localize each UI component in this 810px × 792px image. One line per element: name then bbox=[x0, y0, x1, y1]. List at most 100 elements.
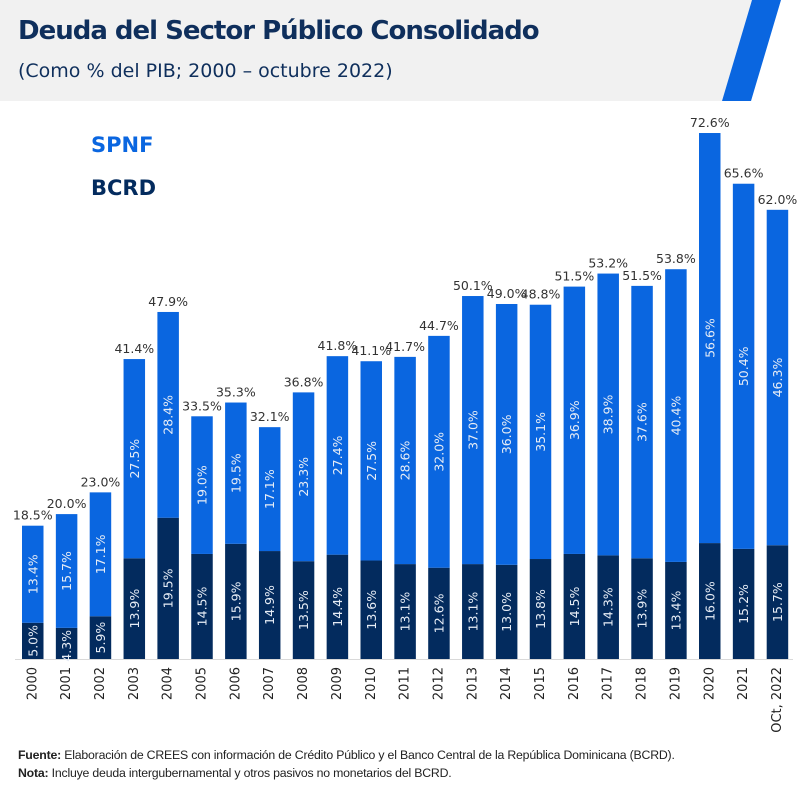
x-tick-label-20: 2020 bbox=[702, 667, 717, 700]
data-label-total-9: 41.8% bbox=[318, 338, 358, 353]
bar-bcrd-3 bbox=[123, 558, 146, 659]
data-label-bcrd-7: 14.9% bbox=[262, 585, 277, 625]
bar-spnf-10 bbox=[360, 361, 382, 561]
bar-bcrd-10 bbox=[360, 560, 382, 659]
data-label-total-13: 50.1% bbox=[453, 278, 493, 293]
data-label-spnf-21: 50.4% bbox=[736, 346, 751, 386]
chart-footer: Fuente: Elaboración de CREES con informa… bbox=[18, 746, 675, 782]
bar-bcrd-15 bbox=[529, 559, 552, 659]
source-label: Fuente: bbox=[18, 748, 62, 762]
data-label-total-8: 36.8% bbox=[284, 374, 324, 389]
data-label-total-10: 41.1% bbox=[351, 343, 391, 358]
bar-spnf-13 bbox=[462, 296, 484, 565]
data-label-spnf-0: 13.4% bbox=[25, 554, 40, 594]
bar-bcrd-2 bbox=[89, 616, 112, 659]
bar-bcrd-0 bbox=[22, 622, 44, 659]
data-label-spnf-16: 36.9% bbox=[567, 400, 582, 440]
bar-spnf-0 bbox=[22, 525, 44, 623]
header-banner: Deuda del Sector Público Consolidado (Co… bbox=[0, 0, 810, 101]
bar-bcrd-17 bbox=[597, 555, 619, 659]
bar-bcrd-22 bbox=[766, 545, 789, 659]
bar-spnf-15 bbox=[529, 304, 552, 560]
data-label-bcrd-18: 13.9% bbox=[635, 589, 650, 629]
data-label-bcrd-21: 15.2% bbox=[736, 584, 751, 624]
x-tick-label-14: 2014 bbox=[499, 667, 514, 700]
data-label-total-20: 72.6% bbox=[690, 115, 730, 130]
bar-bcrd-19 bbox=[665, 561, 687, 659]
x-tick-label-7: 2007 bbox=[262, 667, 277, 700]
data-label-bcrd-19: 13.4% bbox=[668, 590, 683, 630]
data-label-bcrd-5: 14.5% bbox=[195, 587, 210, 627]
data-label-bcrd-1: 4.3% bbox=[59, 630, 74, 662]
data-label-bcrd-11: 13.1% bbox=[398, 592, 413, 632]
data-label-total-4: 47.9% bbox=[148, 294, 188, 309]
bar-spnf-1 bbox=[55, 514, 78, 628]
bar-spnf-3 bbox=[123, 359, 146, 559]
data-label-bcrd-9: 14.4% bbox=[330, 587, 345, 627]
data-label-bcrd-8: 13.5% bbox=[296, 590, 311, 630]
bar-bcrd-20 bbox=[699, 543, 721, 659]
bar-spnf-21 bbox=[732, 183, 755, 549]
x-tick-label-18: 2018 bbox=[635, 667, 650, 700]
data-label-spnf-17: 38.9% bbox=[601, 395, 616, 435]
data-label-total-1: 20.0% bbox=[47, 496, 87, 511]
data-label-spnf-15: 35.1% bbox=[533, 412, 548, 452]
x-tick-label-21: 2021 bbox=[736, 667, 751, 700]
bar-bcrd-5 bbox=[191, 553, 213, 659]
data-label-bcrd-0: 5.0% bbox=[25, 625, 40, 657]
data-label-total-21: 65.6% bbox=[724, 166, 764, 181]
data-label-spnf-10: 27.5% bbox=[364, 441, 379, 481]
legend-item-spnf: SPNF bbox=[91, 133, 154, 157]
data-label-total-17: 53.2% bbox=[588, 256, 628, 271]
bar-spnf-19 bbox=[665, 269, 687, 562]
bar-bcrd-18 bbox=[631, 558, 653, 659]
data-label-bcrd-15: 13.8% bbox=[533, 589, 548, 629]
data-label-spnf-2: 17.1% bbox=[93, 534, 108, 574]
bar-spnf-16 bbox=[563, 286, 586, 554]
data-label-spnf-12: 32.0% bbox=[431, 432, 446, 472]
data-label-spnf-19: 40.4% bbox=[668, 396, 683, 436]
data-label-spnf-14: 36.0% bbox=[499, 414, 514, 454]
data-label-bcrd-12: 12.6% bbox=[431, 593, 446, 633]
note-text: Incluye deuda intergubernamental y otros… bbox=[48, 766, 452, 780]
x-tick-label-9: 2009 bbox=[330, 667, 345, 700]
data-label-bcrd-14: 13.0% bbox=[499, 592, 514, 632]
data-label-bcrd-20: 16.0% bbox=[702, 581, 717, 621]
x-tick-label-11: 2011 bbox=[398, 667, 413, 700]
bar-bcrd-9 bbox=[326, 554, 349, 659]
data-label-spnf-1: 15.7% bbox=[59, 551, 74, 591]
bar-bcrd-21 bbox=[732, 548, 755, 659]
note-label: Nota: bbox=[18, 766, 49, 780]
x-tick-label-17: 2017 bbox=[601, 667, 616, 700]
data-label-spnf-11: 28.6% bbox=[398, 441, 413, 481]
data-label-spnf-4: 28.4% bbox=[161, 395, 176, 435]
bar-spnf-5 bbox=[191, 416, 213, 554]
x-tick-label-1: 2001 bbox=[59, 667, 74, 700]
bar-spnf-11 bbox=[394, 356, 416, 565]
bar-bcrd-8 bbox=[292, 561, 315, 659]
bar-spnf-22 bbox=[766, 209, 789, 546]
x-tick-label-12: 2012 bbox=[431, 667, 446, 700]
bar-bcrd-13 bbox=[462, 564, 484, 659]
data-label-total-7: 32.1% bbox=[250, 409, 290, 424]
data-label-total-15: 48.8% bbox=[521, 287, 561, 302]
bar-spnf-9 bbox=[326, 356, 349, 555]
bar-spnf-14 bbox=[495, 303, 518, 565]
bar-bcrd-14 bbox=[495, 564, 518, 659]
data-label-spnf-3: 27.5% bbox=[127, 439, 142, 479]
data-label-spnf-9: 27.4% bbox=[330, 435, 345, 475]
data-label-total-19: 53.8% bbox=[656, 251, 696, 266]
data-label-total-2: 23.0% bbox=[81, 474, 121, 489]
data-label-total-22: 62.0% bbox=[758, 192, 798, 207]
bar-bcrd-7 bbox=[258, 551, 281, 659]
x-tick-label-8: 2008 bbox=[296, 667, 311, 700]
bar-spnf-18 bbox=[631, 285, 653, 559]
x-tick-label-3: 2003 bbox=[127, 667, 142, 700]
chart-subtitle: (Como % del PIB; 2000 – octubre 2022) bbox=[18, 60, 393, 82]
data-label-total-18: 51.5% bbox=[622, 268, 662, 283]
data-label-spnf-5: 19.0% bbox=[195, 465, 210, 505]
bar-spnf-4 bbox=[157, 311, 179, 518]
x-tick-label-13: 2013 bbox=[465, 667, 480, 700]
x-tick-label-0: 2000 bbox=[25, 667, 40, 700]
data-label-spnf-13: 37.0% bbox=[465, 410, 480, 450]
